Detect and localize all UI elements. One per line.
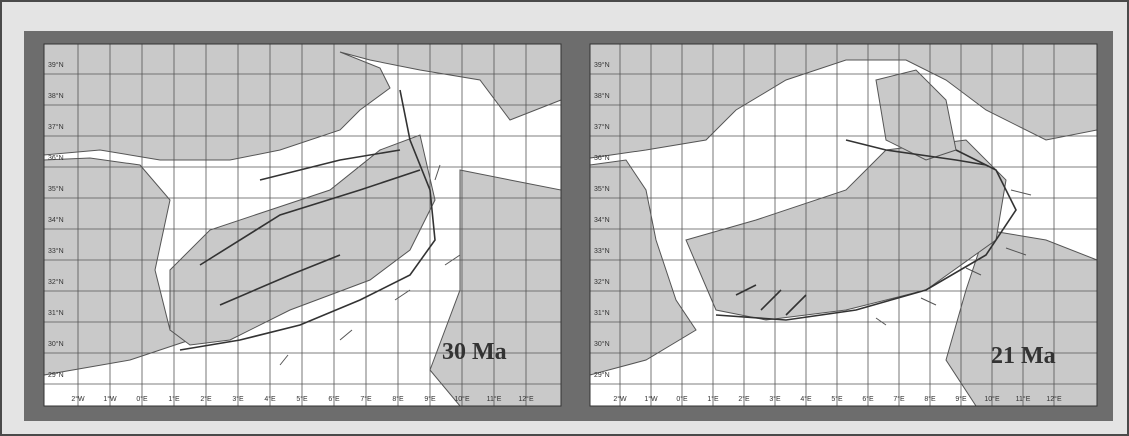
lat-label: 38°N (594, 92, 610, 100)
lon-label: 10°E (984, 395, 1000, 403)
lat-label: 34°N (48, 216, 64, 224)
lon-label: 1°W (103, 395, 117, 403)
lat-label: 31°N (48, 309, 64, 317)
lat-label: 39°N (594, 61, 610, 69)
landmass-layer (589, 43, 1098, 407)
lon-label: 11°E (487, 395, 502, 403)
lon-label: 8°E (392, 395, 404, 403)
lat-label: 35°N (48, 185, 64, 193)
fault-line-b (735, 284, 807, 316)
lon-label: 9°E (955, 395, 967, 403)
landmass-southwest (43, 157, 192, 376)
lat-label: 36°N (48, 154, 64, 162)
longitude-labels: 2°W 1°W 0°E 1°E 2°E 3°E 4°E 5°E 6°E 7°E … (71, 395, 534, 403)
lon-label: 3°E (232, 395, 244, 403)
map-21ma: 39°N 38°N 37°N 36°N 35°N 34°N 33°N 32°N … (589, 43, 1098, 407)
lon-label: 12°E (518, 395, 534, 403)
lon-label: 2°E (200, 395, 212, 403)
map-border (589, 43, 1098, 407)
map-border (43, 43, 562, 407)
subduction-front (715, 149, 1017, 321)
lon-label: 3°E (769, 395, 781, 403)
lon-label: 5°E (296, 395, 308, 403)
fault-line-b (219, 254, 341, 306)
fault-line-c (259, 149, 401, 181)
motion-arrows (279, 164, 461, 366)
landmass-north (43, 43, 562, 161)
lon-label: 1°E (707, 395, 719, 403)
age-label: 30 Ma (442, 339, 507, 365)
latitude-labels: 39°N 38°N 37°N 36°N 35°N 34°N 33°N 32°N … (48, 61, 64, 379)
lat-label: 36°N (594, 154, 610, 162)
lon-label: 2°E (738, 395, 750, 403)
lon-label: 6°E (862, 395, 874, 403)
lon-label: 1°E (168, 395, 180, 403)
map-panel-21ma: 39°N 38°N 37°N 36°N 35°N 34°N 33°N 32°N … (586, 40, 1101, 410)
fault-line-a (199, 169, 421, 266)
lat-label: 32°N (594, 278, 610, 286)
age-label: 21 Ma (991, 343, 1056, 369)
tectonic-lines (179, 89, 436, 351)
longitude-labels: 2°W 1°W 0°E 1°E 2°E 3°E 4°E 5°E 6°E 7°E … (613, 395, 1062, 403)
lat-label: 37°N (48, 123, 64, 131)
lon-label: 7°E (893, 395, 905, 403)
fault-line-a (845, 139, 987, 166)
lon-label: 11°E (1016, 395, 1031, 403)
lon-label: 0°E (136, 395, 148, 403)
lat-label: 35°N (594, 185, 610, 193)
map-30ma: 39°N 38°N 37°N 36°N 35°N 34°N 33°N 32°N … (43, 43, 562, 407)
lon-label: 5°E (831, 395, 843, 403)
subduction-front (179, 89, 436, 351)
lon-label: 6°E (328, 395, 340, 403)
graticule (590, 44, 1097, 406)
lon-label: 0°E (676, 395, 688, 403)
lon-label: 7°E (360, 395, 372, 403)
lat-label: 34°N (594, 216, 610, 224)
motion-arrows (875, 189, 1032, 326)
landmass-north (589, 43, 1098, 159)
lon-label: 4°E (800, 395, 812, 403)
landmass-southwest (589, 159, 697, 376)
map-panel-30ma: 39°N 38°N 37°N 36°N 35°N 34°N 33°N 32°N … (40, 40, 565, 410)
lon-label: 2°W (613, 395, 627, 403)
tectonic-lines (715, 139, 1017, 321)
lon-label: 8°E (924, 395, 936, 403)
lat-label: 29°N (48, 371, 64, 379)
lat-label: 33°N (48, 247, 64, 255)
lat-label: 31°N (594, 309, 610, 317)
lat-label: 39°N (48, 61, 64, 69)
lon-label: 9°E (424, 395, 436, 403)
lat-label: 37°N (594, 123, 610, 131)
lon-label: 4°E (264, 395, 276, 403)
graticule (44, 44, 561, 406)
lat-label: 30°N (594, 340, 610, 348)
lat-label: 30°N (48, 340, 64, 348)
latitude-labels: 39°N 38°N 37°N 36°N 35°N 34°N 33°N 32°N … (594, 61, 610, 379)
lat-label: 38°N (48, 92, 64, 100)
lat-label: 32°N (48, 278, 64, 286)
lat-label: 29°N (594, 371, 610, 379)
lat-label: 33°N (594, 247, 610, 255)
lon-label: 2°W (71, 395, 85, 403)
lon-label: 12°E (1046, 395, 1062, 403)
lon-label: 10°E (454, 395, 470, 403)
lon-label: 1°W (644, 395, 658, 403)
